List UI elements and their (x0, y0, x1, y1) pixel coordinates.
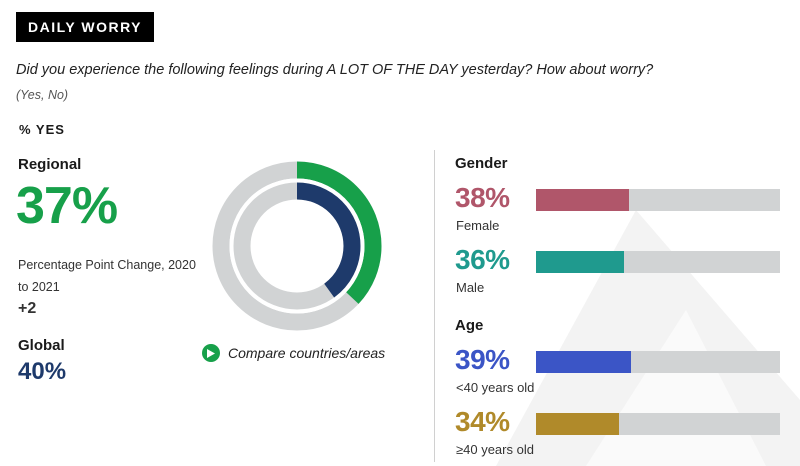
bar-fill (536, 413, 619, 435)
global-value: 40% (18, 358, 67, 385)
group-title-gender: Gender (455, 155, 508, 172)
bar-track (536, 251, 780, 273)
bar-value-label: 36% (455, 244, 510, 275)
section-badge: DAILY WORRY (16, 12, 154, 42)
bar-category-label: <40 years old (456, 380, 535, 395)
divider (434, 150, 435, 462)
bar-fill (536, 251, 624, 273)
change-label: Percentage Point Change, 2020 to 2021 (18, 258, 196, 294)
bar-value-label: 39% (455, 344, 510, 375)
donut-chart (212, 161, 382, 331)
bar-fill (536, 351, 632, 373)
ring-separator (229, 178, 365, 314)
group-title-age: Age (455, 317, 484, 334)
compare-label: Compare countries/areas (228, 345, 386, 361)
global-arc (233, 182, 361, 310)
bar-track (536, 189, 780, 211)
regional-value: 37% (16, 177, 118, 235)
global-title: Global (18, 337, 65, 354)
bar-value-label: 34% (455, 406, 510, 437)
survey-question: Did you experience the following feeling… (16, 62, 654, 78)
bar-category-label: Female (456, 218, 500, 233)
regional-arc (212, 161, 382, 331)
compare-countries-link[interactable]: Compare countries/areas (202, 344, 385, 362)
bar-track (536, 413, 780, 435)
answer-options: (Yes, No) (16, 88, 69, 102)
play-icon (202, 344, 220, 362)
regional-title: Regional (18, 156, 82, 173)
bar-fill (536, 189, 629, 211)
change-value: +2 (18, 300, 37, 317)
bar-value-label: 38% (455, 182, 510, 213)
bar-track (536, 351, 780, 373)
bar-category-label: ≥40 years old (456, 442, 534, 457)
percent-yes-label: % YES (19, 122, 65, 137)
bar-category-label: Male (456, 280, 485, 295)
